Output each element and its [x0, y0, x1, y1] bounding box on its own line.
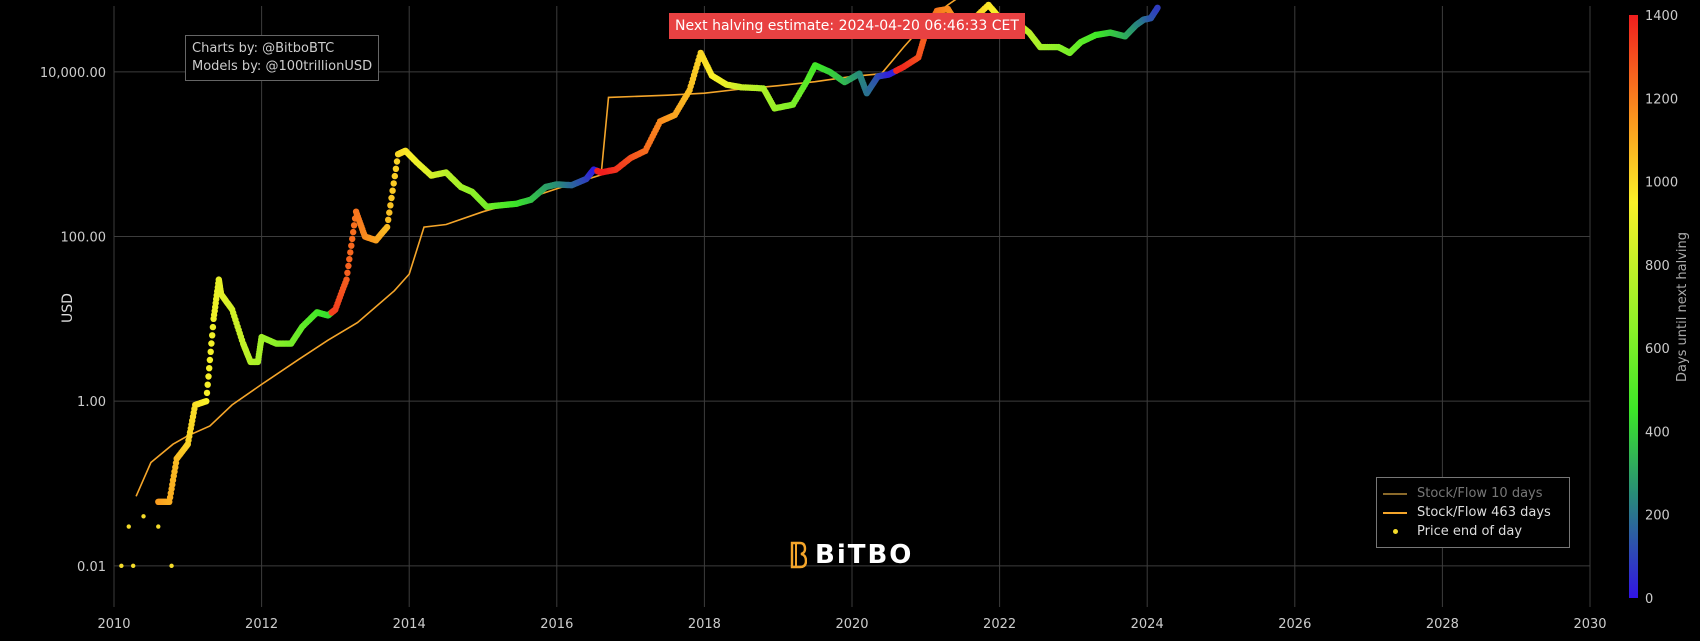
y-axis-label: USD: [60, 293, 76, 323]
price-point: [206, 356, 214, 364]
price-point: [203, 389, 211, 397]
price-point: [203, 398, 210, 405]
sf-463-days-line: [135, 0, 957, 497]
colorbar-tick-label: 800: [1645, 259, 1670, 274]
sf-463-days-path: [135, 0, 957, 497]
legend-item-sf10[interactable]: Stock/Flow 10 days: [1383, 484, 1563, 503]
price-point: [383, 223, 391, 231]
price-point: [348, 242, 355, 249]
price-point: [385, 216, 392, 223]
x-tick-label: 2016: [540, 617, 573, 632]
x-tick-label: 2012: [245, 617, 278, 632]
price-point: [386, 209, 393, 216]
price-point: [350, 228, 357, 236]
colorbar-title: Days until next halving: [1675, 232, 1690, 382]
price-point: [393, 158, 401, 165]
price-point: [208, 340, 215, 347]
colorbar-gradient: [1629, 15, 1638, 598]
price-point: [392, 165, 400, 172]
price-point: [388, 194, 395, 202]
price-point: [209, 332, 216, 339]
bitbo-b-icon: [790, 541, 807, 569]
price-point: [344, 269, 351, 276]
legend-swatch-price: [1383, 529, 1407, 534]
price-point: [130, 563, 136, 569]
y-tick-label: 0.01: [77, 560, 106, 575]
price-point: [389, 187, 396, 194]
bitbo-logo-text: BiTBO: [815, 540, 914, 570]
legend-item-sf463[interactable]: Stock/Flow 463 days: [1383, 503, 1563, 522]
price-point: [1154, 4, 1161, 11]
colorbar-tick-label: 200: [1645, 509, 1670, 524]
colorbar-tick-label: 600: [1645, 342, 1670, 357]
x-tick-label: 2020: [835, 617, 868, 632]
price-point: [391, 172, 398, 180]
colorbar-tick-label: 1000: [1645, 176, 1678, 191]
x-tick-label: 2010: [97, 617, 130, 632]
legend-swatch-sf463: [1383, 511, 1407, 514]
price-point: [345, 262, 352, 270]
x-axis-ticks: 2010 2012 2014 2016 2018 2020 2022 2024 2026 2028…: [97, 617, 1606, 632]
price-point: [169, 563, 174, 569]
price-point: [347, 249, 354, 256]
legend-label: Price end of day: [1417, 524, 1523, 539]
y-tick-label: 10,000.00: [40, 66, 106, 81]
colorbar-tick-label: 0: [1645, 592, 1653, 607]
price-points: [119, 1, 1161, 569]
credits-chart-author: Charts by: @BitboBTC: [192, 41, 335, 56]
x-tick-label: 2018: [688, 617, 721, 632]
price-point: [209, 323, 217, 331]
colorbar-tick-label: 1200: [1645, 92, 1678, 107]
credits-model-author: Models by: @100trillionUSD: [192, 59, 373, 74]
halving-estimate-banner: Next halving estimate: 2024-04-20 06:46:…: [669, 13, 1025, 39]
legend-label: Stock/Flow 10 days: [1417, 486, 1543, 501]
price-point: [126, 524, 131, 529]
price-point: [156, 524, 161, 529]
price-point: [346, 256, 353, 263]
x-tick-label: 2024: [1131, 617, 1164, 632]
price-point: [390, 180, 397, 187]
credits-box: Charts by: @BitboBTC Models by: @100tril…: [185, 35, 380, 81]
x-tick-label: 2014: [393, 617, 426, 632]
price-point: [205, 373, 212, 380]
x-tick-label: 2028: [1426, 617, 1459, 632]
price-point: [207, 348, 214, 355]
bitbo-logo: BiTBO: [789, 540, 913, 570]
y-tick-label: 100.00: [61, 231, 107, 246]
x-tick-label: 2022: [983, 617, 1016, 632]
grid-lines: [113, 6, 1591, 607]
y-tick-label: 1.00: [77, 395, 106, 410]
price-point: [204, 381, 211, 388]
price-point: [350, 222, 358, 229]
price-point: [119, 563, 124, 569]
x-tick-label: 2026: [1278, 617, 1311, 632]
colorbar: 0 200 400 600 800 1000 1200 1400 Days until next…: [1629, 9, 1690, 607]
price-point: [141, 514, 146, 519]
legend-label: Stock/Flow 463 days: [1417, 505, 1551, 520]
legend-swatch-sf10: [1383, 492, 1407, 495]
price-point: [343, 276, 350, 283]
price-point: [387, 202, 394, 209]
legend: Stock/Flow 10 days Stock/Flow 463 days P…: [1376, 477, 1570, 548]
legend-item-price[interactable]: Price end of day: [1383, 522, 1563, 541]
price-point: [349, 235, 356, 243]
colorbar-tick-label: 1400: [1645, 9, 1678, 24]
price-point: [206, 365, 213, 372]
colorbar-tick-label: 400: [1645, 425, 1670, 440]
x-tick-label: 2030: [1573, 617, 1606, 632]
